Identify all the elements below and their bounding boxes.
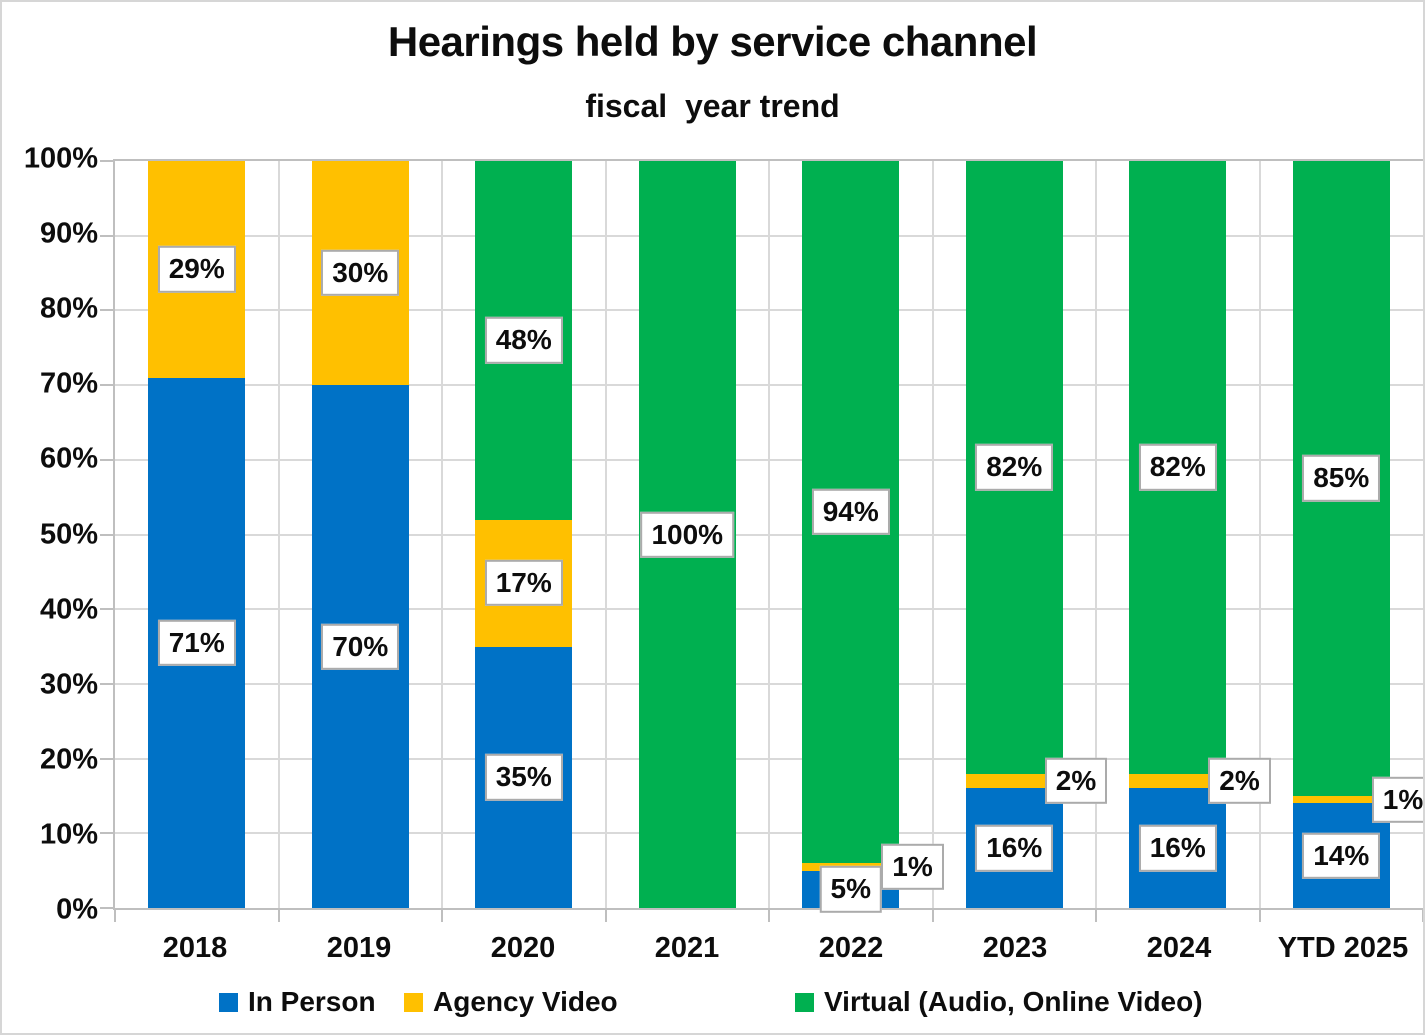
data-label: 82% xyxy=(1138,444,1217,491)
plot-area: 71% 29% 70% 30% 35% 17% 48% 100% 5% 1% 94% 16% 2% 82%… xyxy=(100,159,1423,922)
gridline-vertical xyxy=(441,161,443,908)
x-axis-label: 2021 xyxy=(654,932,720,964)
x-axis-tick xyxy=(1258,910,1261,922)
data-label: 100% xyxy=(640,511,735,558)
y-axis-tick xyxy=(100,907,113,909)
bar-segment-2024[interactable] xyxy=(1129,773,1227,789)
y-axis-label: 100% xyxy=(23,142,98,175)
x-axis-tick xyxy=(1422,910,1423,922)
data-label: 17% xyxy=(484,559,563,607)
y-axis-tick xyxy=(100,682,113,685)
y-axis: 100% 90% 80% 70% 60% 50% 40% 30% 20% 10% 0% xyxy=(2,143,98,926)
legend-item-agency-video[interactable]: Agency Video xyxy=(404,986,618,1018)
legend-swatch-icon xyxy=(404,992,423,1012)
legend-label: Agency Video xyxy=(433,986,618,1017)
y-axis-tick xyxy=(100,757,113,760)
legend-label: Virtual (Audio, Online Video) xyxy=(824,986,1203,1017)
data-label: 5% xyxy=(819,866,882,913)
x-axis-label: 2019 xyxy=(326,932,392,964)
x-axis-label: 2020 xyxy=(490,932,556,964)
bar-segment-2023[interactable] xyxy=(965,773,1063,789)
y-axis-tick xyxy=(100,458,113,461)
data-label: 85% xyxy=(1302,455,1381,502)
x-axis-label: YTD 2025 xyxy=(1277,932,1409,964)
bar-segment-ytd-2025[interactable] xyxy=(1292,795,1390,804)
legend: In Person Agency Video Virtual (Audio, Onl… xyxy=(2,986,1423,1026)
y-axis-label: 90% xyxy=(39,217,98,250)
data-label: 1% xyxy=(1371,776,1423,823)
gridline-vertical xyxy=(768,161,770,908)
data-label: 1% xyxy=(881,843,944,891)
gridline-vertical xyxy=(931,161,934,908)
y-axis-label: 30% xyxy=(39,668,98,701)
data-label: 71% xyxy=(157,619,236,667)
y-axis-label: 60% xyxy=(39,442,98,475)
data-label: 2% xyxy=(1044,757,1108,805)
y-axis-label: 80% xyxy=(39,292,98,325)
x-axis-label: 2018 xyxy=(162,932,228,964)
y-axis-tick xyxy=(100,533,113,536)
y-axis-label: 10% xyxy=(39,818,98,851)
data-label: 35% xyxy=(484,754,563,801)
x-axis-tick xyxy=(441,910,443,922)
x-axis-tick xyxy=(768,910,770,922)
legend-item-in-person[interactable]: In Person xyxy=(219,986,376,1018)
x-axis-tick xyxy=(604,910,607,922)
gridline-vertical xyxy=(604,161,607,908)
y-axis-tick xyxy=(100,160,113,162)
data-label: 30% xyxy=(321,249,400,297)
x-axis-tick xyxy=(114,910,116,922)
x-axis-label: 2024 xyxy=(1146,932,1212,964)
y-axis-label: 0% xyxy=(56,893,98,926)
data-label: 82% xyxy=(975,444,1054,491)
data-label: 70% xyxy=(321,623,400,670)
data-label: 16% xyxy=(975,825,1054,872)
y-axis-label: 50% xyxy=(39,518,98,550)
y-axis-tick xyxy=(100,608,113,611)
x-axis-tick xyxy=(277,910,280,922)
gridline-vertical xyxy=(277,161,280,908)
data-label: 2% xyxy=(1208,757,1271,805)
data-label: 29% xyxy=(157,246,236,293)
chart-title: Hearings held by service channel xyxy=(387,18,1038,65)
data-label: 16% xyxy=(1138,825,1217,872)
legend-label: In Person xyxy=(248,986,376,1017)
data-label: 14% xyxy=(1302,832,1381,879)
data-label: 94% xyxy=(811,488,890,536)
y-axis-label: 70% xyxy=(39,367,98,400)
y-axis-label: 20% xyxy=(39,743,98,776)
legend-item-virtual-audio-online-video-[interactable]: Virtual (Audio, Online Video) xyxy=(795,986,1203,1018)
gridline-vertical xyxy=(1095,161,1097,908)
x-axis-label: 2022 xyxy=(818,932,884,964)
data-label: 48% xyxy=(484,317,563,364)
x-axis: 2018 2019 2020 2021 2022 2023 2024 YTD 2025 xyxy=(113,932,1423,972)
y-axis-label: 40% xyxy=(39,593,98,626)
legend-swatch-icon xyxy=(219,992,238,1012)
y-axis-tick xyxy=(100,384,113,387)
x-axis-tick xyxy=(1095,910,1097,922)
x-axis-label: 2023 xyxy=(982,932,1048,964)
y-axis-tick xyxy=(100,234,113,237)
y-axis-tick xyxy=(100,309,113,312)
chart-subtitle: fiscal year trend xyxy=(585,88,840,124)
y-axis-tick xyxy=(100,832,113,835)
x-axis-tick xyxy=(931,910,934,922)
legend-swatch-icon xyxy=(795,992,814,1012)
gridline-vertical xyxy=(1258,161,1261,908)
